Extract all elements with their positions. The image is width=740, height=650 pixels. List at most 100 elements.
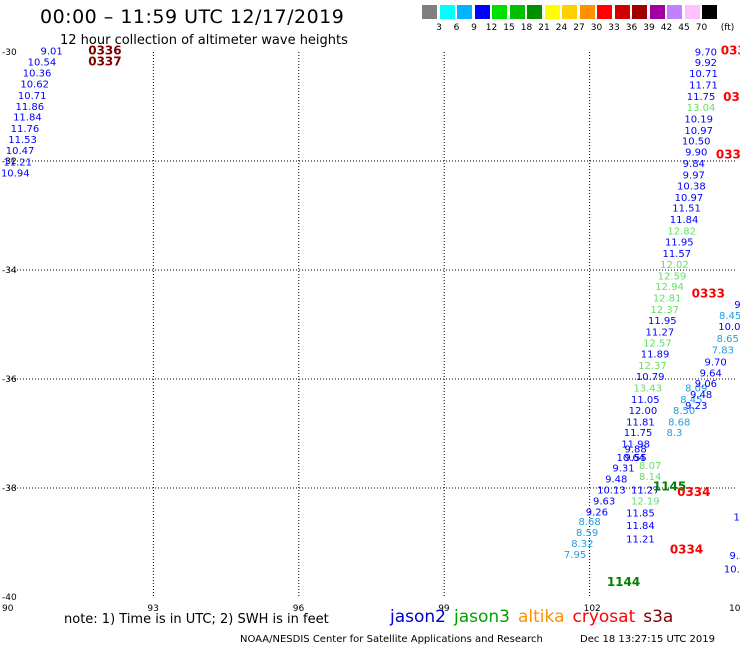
legend-swatch xyxy=(544,5,560,19)
legend-tick-label: 9 xyxy=(471,23,477,33)
pass-time: 1144 xyxy=(607,575,640,589)
wave-height-value: 10.50 xyxy=(682,137,711,148)
wave-height-value: 12.19 xyxy=(631,496,660,507)
satellite-name: s3a xyxy=(643,607,674,627)
wave-height-value: 9.31 xyxy=(612,464,634,475)
wave-height-value: 11.84 xyxy=(626,521,655,532)
wave-height-value: 10 xyxy=(733,513,740,524)
wave-height-value: 10.38 xyxy=(677,181,706,192)
wave-height-value: 11.71 xyxy=(689,81,718,92)
legend-swatch xyxy=(597,5,612,19)
pass-time: 0333 xyxy=(721,44,740,58)
legend-swatch xyxy=(684,5,700,19)
wave-height-value: 12.59 xyxy=(658,271,687,282)
wave-height-value: 9.70 xyxy=(695,47,717,58)
wave-height-value: 11.75 xyxy=(687,92,716,103)
legend-swatch xyxy=(614,5,630,19)
legend-tick-label: 21 xyxy=(538,23,550,33)
wave-height-value: 8.45 xyxy=(680,395,702,406)
wave-height-value: 10.97 xyxy=(675,193,704,204)
wave-height-value: 8.68 xyxy=(668,417,690,428)
wave-height-value: 8.68 xyxy=(578,517,600,528)
map-title: 00:00 – 11:59 UTC 12/17/2019 xyxy=(40,6,345,28)
wave-height-value: 9.64 xyxy=(700,368,722,379)
map-subtitle: 12 hour collection of altimeter wave hei… xyxy=(60,33,348,48)
legend-tick-label: 15 xyxy=(503,23,515,33)
wave-height-value: 10.71 xyxy=(18,91,47,102)
wave-height-value: 10.47 xyxy=(6,146,35,157)
wave-height-value: 7.95 xyxy=(564,550,586,561)
wave-height-value: 10.64 xyxy=(616,453,645,464)
pass-time-labels: 0336033703330333033203330334033411451144 xyxy=(88,44,740,589)
wave-height-value: 9.01 xyxy=(40,47,62,58)
longitude-label: 102 xyxy=(584,604,601,614)
wave-height-value: 10.13 xyxy=(597,485,626,496)
legend-tick-label: 45 xyxy=(678,23,690,33)
generated-timestamp: Dec 18 13:27:15 UTC 2019 xyxy=(580,634,715,645)
satellite-name: cryosat xyxy=(572,607,636,627)
latitude-label: -34 xyxy=(2,266,17,276)
wave-height-value: 9.06 xyxy=(695,379,717,390)
wave-height-value: 10.36 xyxy=(23,69,52,80)
wave-height-value: 11.51 xyxy=(672,204,701,215)
longitude-label: 90 xyxy=(2,604,14,614)
pass-time: 0334 xyxy=(670,542,703,556)
wave-height-value: 10.19 xyxy=(684,114,713,125)
pass-time: 1145 xyxy=(653,480,686,494)
legend-swatch xyxy=(422,5,437,19)
legend-swatch xyxy=(632,5,647,19)
wave-height-value: 8.50 xyxy=(673,406,695,417)
wave-height-value: 11.81 xyxy=(626,417,655,428)
wave-height-value: 8.3 xyxy=(666,428,682,439)
wave-height-value: 9.92 xyxy=(695,58,717,69)
longitude-label: 99 xyxy=(438,604,450,614)
satellite-name: altika xyxy=(518,607,565,627)
pass-time: 0337 xyxy=(88,55,121,69)
wave-height-value: 8.45 xyxy=(719,311,740,322)
wave-height-value: 9.26 xyxy=(586,507,608,518)
legend-tick-label: 70 xyxy=(695,23,708,33)
wave-height-value: 11.57 xyxy=(663,249,692,260)
legend-swatch xyxy=(509,5,525,19)
wave-height-value: 9.55 xyxy=(625,453,647,464)
wave-height-value: 10.94 xyxy=(1,168,30,179)
legend-tick-label: 42 xyxy=(660,23,673,33)
wave-height-value: 11.86 xyxy=(15,102,44,113)
wave-height-value: 8.07 xyxy=(639,461,661,472)
wave-height-value: 9.3 xyxy=(729,551,740,562)
wave-height-value: 12.81 xyxy=(653,294,682,305)
legend-swatch xyxy=(492,5,507,19)
wave-height-value: 9.97 xyxy=(683,170,705,181)
wave-height-value: 11.75 xyxy=(624,428,653,439)
latitude-label: -32 xyxy=(2,157,17,167)
pass-time: 0336 xyxy=(88,44,121,58)
wave-height-value: 10.71 xyxy=(689,69,718,80)
wave-height-value: 12.57 xyxy=(643,338,672,349)
legend-swatch xyxy=(702,5,717,19)
legend-tick-label: 33 xyxy=(608,23,620,33)
wave-height-value: 12.94 xyxy=(655,282,684,293)
wave-height-value: 9.63 xyxy=(593,496,615,507)
wave-height-value: 11.21 xyxy=(626,535,655,546)
wave-height-value: 11.89 xyxy=(641,350,670,361)
legend-tick-label: 24 xyxy=(555,23,568,33)
wave-height-value: 10.1 xyxy=(724,564,740,575)
legend-tick-label: 18 xyxy=(520,23,533,33)
longitude-label: 105 xyxy=(729,604,740,614)
wave-height-value: 9.48 xyxy=(690,390,712,401)
wave-height-value: 11.95 xyxy=(648,316,677,327)
satellite-name: jason3 xyxy=(454,607,510,627)
wave-height-value: 9 xyxy=(734,300,740,311)
wave-height-value: 9.88 xyxy=(625,445,647,456)
wave-height-value: 11.53 xyxy=(8,135,37,146)
footer-note: note: 1) Time is in UTC; 2) SWH is in fe… xyxy=(64,612,329,627)
wave-height-value: 7.83 xyxy=(712,345,734,356)
wave-height-value: 11.84 xyxy=(13,113,42,124)
legend-swatch xyxy=(649,5,665,19)
legend-swatch xyxy=(474,5,490,19)
legend-tick-label: 39 xyxy=(643,23,655,33)
pass-time: 0333 xyxy=(723,90,740,104)
legend-swatch xyxy=(667,5,682,19)
wave-height-value: 11.27 xyxy=(646,327,675,338)
